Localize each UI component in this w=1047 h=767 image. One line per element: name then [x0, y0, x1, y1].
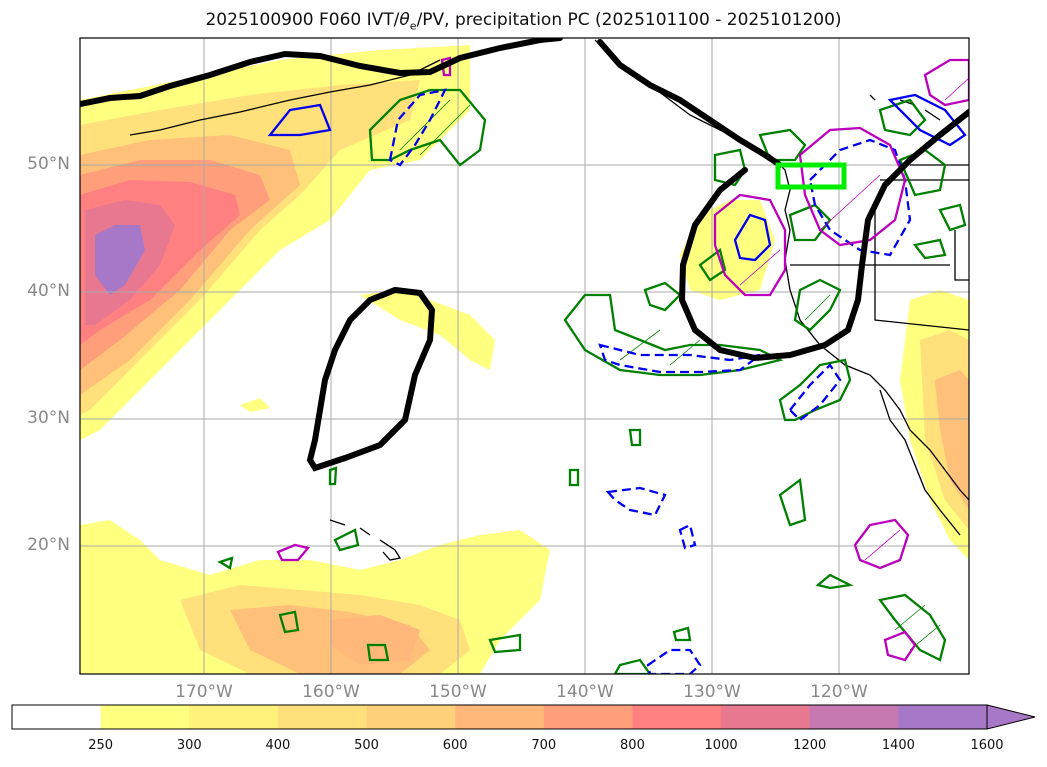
- lon-label-130w: 130°W: [683, 682, 741, 702]
- lon-label-160w: 160°W: [302, 682, 360, 702]
- lat-label-50n: 50°N: [27, 154, 70, 174]
- colorbar-tick-label: 600: [442, 738, 468, 753]
- precip-hatch-green: [399, 99, 941, 651]
- ivt-shading-coast: [680, 200, 969, 560]
- colorbar-extend-arrow: [986, 704, 1036, 730]
- ivt-shading-subtropical: [80, 520, 550, 674]
- colorbar-cell: [721, 705, 811, 729]
- colorbar-cell: [189, 705, 279, 729]
- colorbar-tick-label: 1000: [704, 738, 738, 753]
- colorbar-tick-label: 1600: [970, 738, 1004, 753]
- lat-label-30n: 30°N: [27, 408, 70, 428]
- ivt-shading-central: [240, 290, 495, 412]
- lon-label-140w: 140°W: [556, 682, 614, 702]
- colorbar-cell: [898, 705, 988, 729]
- precip-contours-magenta: [276, 56, 969, 662]
- colorbar-frame: [11, 704, 988, 730]
- lon-label-170w: 170°W: [175, 682, 233, 702]
- colorbar-cell: [455, 705, 545, 729]
- lon-label-120w: 120°W: [810, 682, 868, 702]
- map-frame: [79, 37, 970, 675]
- colorbar-cell: [632, 705, 722, 729]
- ivt-shading-northwest: [80, 45, 470, 440]
- colorbar-cell: [809, 705, 899, 729]
- colorbar-tick-label: 300: [176, 738, 202, 753]
- coastlines: [129, 39, 969, 561]
- colorbar-tick-label: 400: [265, 738, 291, 753]
- colorbar-cell: [366, 705, 456, 729]
- colorbar-tick-label: 250: [88, 738, 114, 753]
- map-title: 2025100900 F060 IVT/θe/PV, precipitation…: [205, 10, 842, 33]
- target-region-box: [775, 162, 847, 190]
- colorbar-cell: [100, 705, 190, 729]
- lat-label-20n: 20°N: [27, 535, 70, 555]
- colorbar-tick-label: 1400: [881, 738, 915, 753]
- colorbar-cell: [543, 705, 633, 729]
- graticule: [80, 38, 969, 674]
- colorbar-tick-label: 800: [620, 738, 645, 753]
- precip-hatch-magenta: [739, 77, 969, 561]
- colorbar-tick-label: 1200: [793, 738, 827, 753]
- precip-contours-blue: [267, 88, 967, 674]
- colorbar-cell: [12, 705, 102, 729]
- colorbar-tick-label: 700: [531, 738, 557, 753]
- lon-label-150w: 150°W: [429, 682, 487, 702]
- lat-label-40n: 40°N: [27, 281, 70, 301]
- colorbar-cell: [277, 705, 368, 729]
- ivt-outline: [80, 38, 969, 472]
- colorbar-tick-label: 500: [354, 738, 379, 753]
